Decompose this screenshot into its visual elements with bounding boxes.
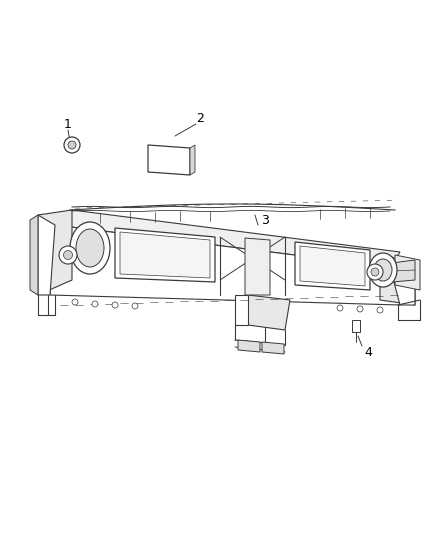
Ellipse shape [70,222,110,274]
Polygon shape [115,228,215,282]
Ellipse shape [76,229,104,267]
Circle shape [337,305,343,311]
Circle shape [92,301,98,307]
Polygon shape [238,340,260,352]
Circle shape [112,302,118,308]
Text: 2: 2 [196,111,204,125]
Polygon shape [30,215,38,295]
Circle shape [68,141,76,149]
Text: 1: 1 [64,118,72,132]
Circle shape [367,264,383,280]
Circle shape [377,307,383,313]
Polygon shape [38,215,55,295]
Polygon shape [190,145,195,175]
Circle shape [371,268,379,276]
Polygon shape [380,255,415,305]
Polygon shape [248,295,290,330]
Ellipse shape [369,253,397,287]
Polygon shape [148,145,190,175]
Polygon shape [300,246,365,286]
Circle shape [59,246,77,264]
Circle shape [357,306,363,312]
Polygon shape [295,242,370,290]
Circle shape [64,137,80,153]
Polygon shape [120,232,210,278]
Polygon shape [55,210,400,267]
Circle shape [64,251,73,260]
Polygon shape [392,260,415,282]
Polygon shape [50,225,400,305]
Text: 4: 4 [364,345,372,359]
Circle shape [72,299,78,305]
Circle shape [132,303,138,309]
Polygon shape [245,238,270,295]
Polygon shape [38,210,72,295]
Polygon shape [352,320,360,332]
Polygon shape [235,295,248,325]
Polygon shape [395,255,420,290]
Polygon shape [262,342,284,354]
Polygon shape [390,262,415,305]
Text: 3: 3 [261,214,269,227]
Ellipse shape [374,259,392,281]
